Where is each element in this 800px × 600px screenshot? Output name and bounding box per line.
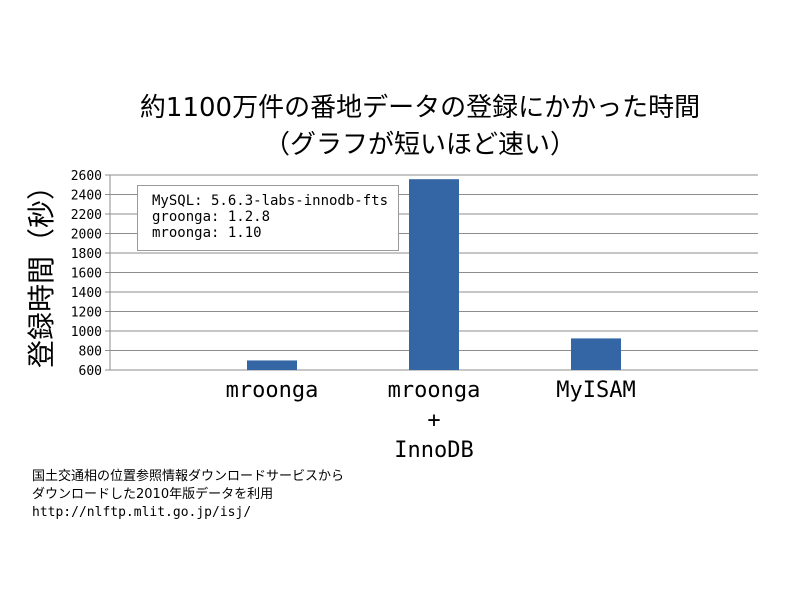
y-tick-label: 1200 <box>71 306 102 321</box>
x-category-label: InnoDB <box>394 438 473 463</box>
chart-subtitle: （グラフが短いほど速い） <box>263 130 576 160</box>
bar-2 <box>409 179 459 370</box>
footer-url: http://nlftp.mlit.go.jp/isj/ <box>32 505 252 520</box>
y-tick-label: 2400 <box>71 189 102 204</box>
bar-3 <box>571 338 621 370</box>
x-category-label: MyISAM <box>556 378 635 403</box>
legend-line-mroonga: mroonga: 1.10 <box>152 225 262 241</box>
x-category-label: mroonga <box>388 378 481 403</box>
y-tick-label: 1000 <box>71 325 102 340</box>
bar-1 <box>247 360 297 370</box>
y-tick-label: 1400 <box>71 286 102 301</box>
y-tick-label: 1800 <box>71 247 102 262</box>
chart-title: 約1100万件の番地データの登録にかかった時間 <box>139 93 701 123</box>
legend-line-mysql: MySQL: 5.6.3-labs-innodb-fts <box>152 193 389 209</box>
y-tick-label: 2200 <box>71 208 102 223</box>
legend-line-groonga: groonga: 1.2.8 <box>152 209 271 225</box>
legend: MySQL: 5.6.3-labs-innodb-fts groonga: 1.… <box>137 185 399 251</box>
footer-note: 国土交通相の位置参照情報ダウンロードサービスから ダウンロードした2010年版デ… <box>32 468 344 522</box>
y-tick-label: 600 <box>79 364 102 379</box>
y-tick-label: 1600 <box>71 267 102 282</box>
footer-line-1: 国土交通相の位置参照情報ダウンロードサービスから <box>32 469 345 484</box>
y-tick-label: 2600 <box>71 169 102 184</box>
y-tick-label: 2000 <box>71 228 102 243</box>
y-tick-label: 800 <box>79 345 102 360</box>
footer-line-2: ダウンロードした2010年版データを利用 <box>32 487 274 502</box>
x-category-label: mroonga <box>226 378 319 403</box>
x-category-label: + <box>427 408 440 433</box>
